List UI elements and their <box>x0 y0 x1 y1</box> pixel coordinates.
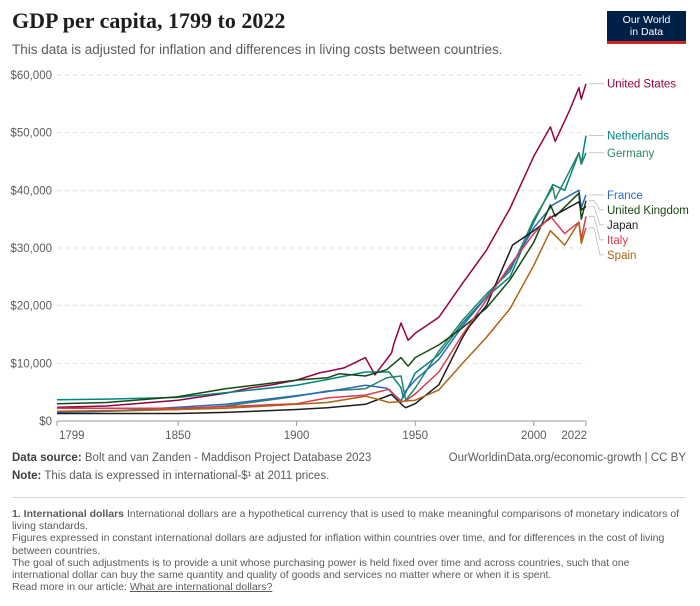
series-label-italy[interactable]: Italy <box>607 235 628 247</box>
x-axis-ticks: 1799 1850 1900 1950 2000 2022 <box>56 421 587 442</box>
label-connector <box>589 200 604 211</box>
footer-divider <box>12 497 686 498</box>
y-tick-label: $40,000 <box>10 185 52 197</box>
x-tick-label: 2022 <box>561 430 587 442</box>
note: Note: This data is expressed in internat… <box>12 470 329 482</box>
y-tick-label: $20,000 <box>10 301 52 313</box>
chart-subtitle: This data is adjusted for inflation and … <box>12 42 503 57</box>
footnote-para-3: The goal of such adjustments is to provi… <box>12 556 630 582</box>
line-chart: $0 $10,000 $20,000 $30,000 $40,000 $50,000 $60… <box>10 70 689 442</box>
source-url[interactable]: OurWorldinData.org/economic-growth | CC … <box>448 452 686 464</box>
footnote-text-1: International dollars are a hypothetical… <box>12 508 680 533</box>
series-label-united-states[interactable]: United States <box>607 79 676 91</box>
label-connector <box>589 227 604 256</box>
series-labels: United States Netherlands Germany France Uni… <box>589 79 689 262</box>
series-line-united-states[interactable] <box>56 83 587 408</box>
label-connector <box>589 206 604 226</box>
series-label-japan[interactable]: Japan <box>607 220 638 232</box>
series-line-united-kingdom[interactable] <box>56 192 587 405</box>
y-axis-ticks: $0 $10,000 $20,000 $30,000 $40,000 $50,000 $60… <box>10 70 52 428</box>
y-tick-label: $30,000 <box>10 243 52 255</box>
y-tick-label: $50,000 <box>10 128 52 140</box>
series-label-netherlands[interactable]: Netherlands <box>607 131 669 143</box>
logo-line-2: in Data <box>629 26 664 38</box>
series-lines <box>56 83 587 415</box>
series-label-germany[interactable]: Germany <box>607 148 655 160</box>
source-text[interactable]: Bolt and van Zanden - Maddison Project D… <box>84 452 372 464</box>
logo-line-1: Our World <box>622 14 671 26</box>
owid-logo[interactable]: Our World in Data <box>607 11 686 44</box>
y-tick-label: $60,000 <box>10 70 52 82</box>
x-tick-label: 2000 <box>521 430 547 442</box>
footnote: 1. International dollars International d… <box>12 508 682 593</box>
read-more-link[interactable]: What are international dollars? <box>129 581 273 594</box>
x-tick-label: 1950 <box>402 430 428 442</box>
logo-accent-bar <box>607 41 686 44</box>
series-label-spain[interactable]: Spain <box>607 250 636 262</box>
series-line-netherlands[interactable] <box>56 135 587 401</box>
note-text: This data is expressed in international-… <box>44 470 330 482</box>
read-more-prefix: Read more in our article: <box>12 581 127 594</box>
y-tick-label: $0 <box>39 416 52 428</box>
data-source: Data source: Bolt and van Zanden - Maddi… <box>12 452 371 464</box>
series-line-france[interactable] <box>56 189 587 414</box>
x-tick-label: 1799 <box>59 430 85 442</box>
x-tick-label: 1850 <box>165 430 191 442</box>
footnote-para-4: Read more in our article: What are inter… <box>12 581 682 593</box>
series-line-spain[interactable] <box>56 221 587 412</box>
series-label-united-kingdom[interactable]: United Kingdom <box>607 205 689 217</box>
label-connector <box>589 215 604 241</box>
source-label: Data source: <box>12 452 82 464</box>
footnote-para-1: 1. International dollars International d… <box>12 508 682 532</box>
series-label-france[interactable]: France <box>607 190 643 202</box>
x-tick-label: 1900 <box>284 430 310 442</box>
footnote-heading: 1. International dollars <box>12 508 125 520</box>
gridlines <box>57 74 586 422</box>
series-line-italy[interactable] <box>57 215 587 410</box>
chart-title: GDP per capita, 1799 to 2022 <box>12 8 286 33</box>
footnote-para-2: Figures expressed in constant internatio… <box>12 532 665 557</box>
y-tick-label: $10,000 <box>10 358 52 370</box>
series-line-japan[interactable] <box>57 201 587 415</box>
series-line-germany[interactable] <box>56 152 587 413</box>
note-label: Note: <box>12 470 42 482</box>
